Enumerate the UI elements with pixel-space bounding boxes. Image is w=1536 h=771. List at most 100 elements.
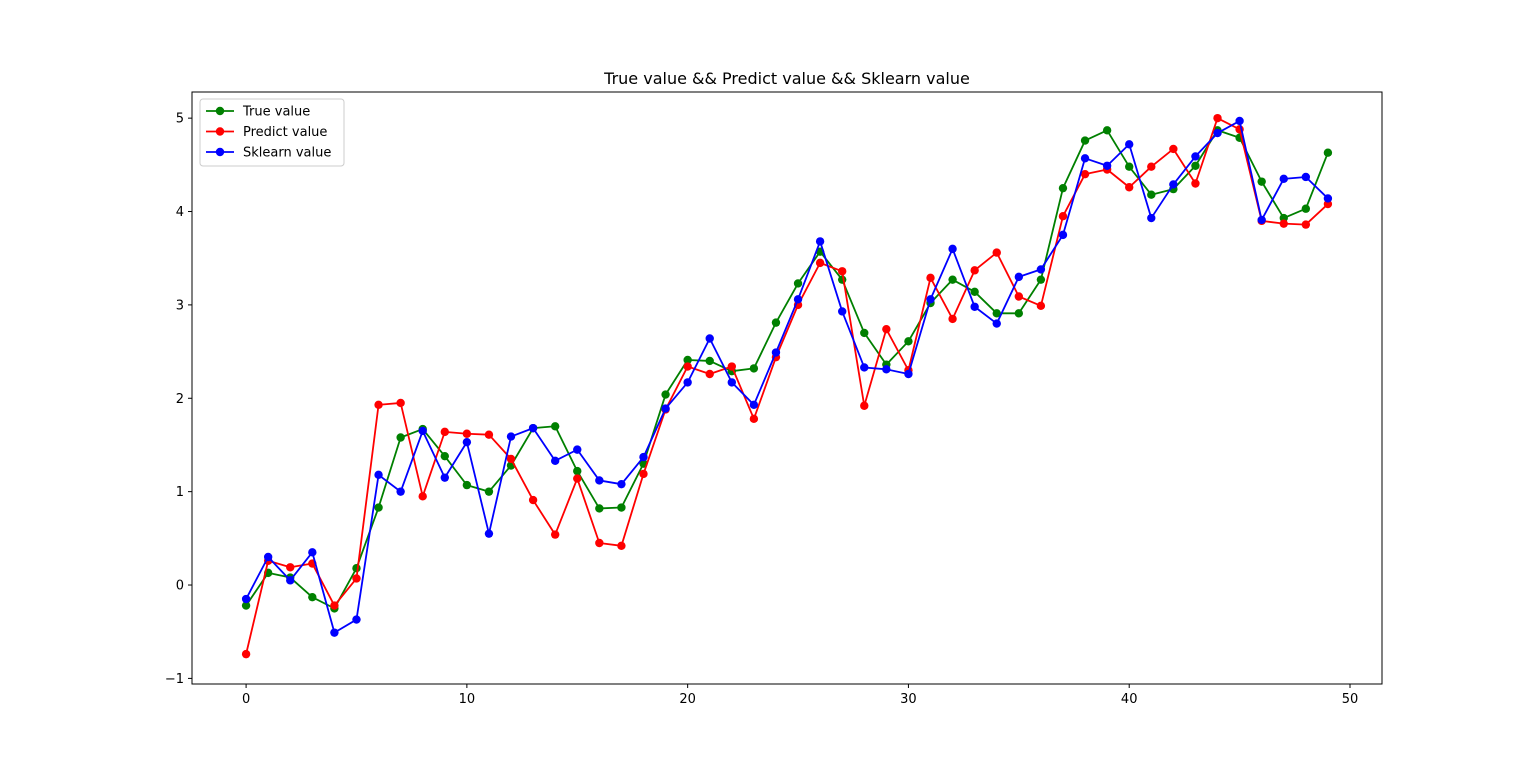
x-tick-label: 0 xyxy=(242,692,250,707)
data-point-true-value xyxy=(904,337,913,346)
legend-label: Predict value xyxy=(243,125,327,140)
legend-item: Sklearn value xyxy=(206,146,331,161)
data-point-predict-value xyxy=(1125,183,1134,192)
data-point-predict-value xyxy=(462,429,472,438)
data-point-true-value xyxy=(1191,161,1200,170)
legend-box xyxy=(199,98,345,167)
data-point-true-value xyxy=(484,487,494,496)
data-point-sklearn-value xyxy=(352,615,361,624)
data-point-predict-value xyxy=(1169,144,1178,154)
data-point-sklearn-value xyxy=(1036,265,1046,274)
data-point-sklearn-value xyxy=(1213,128,1222,138)
data-point-sklearn-value xyxy=(1102,161,1112,170)
data-point-sklearn-value xyxy=(771,348,781,357)
y-tick-label: 3 xyxy=(176,298,184,313)
y-tick-label: −1 xyxy=(165,672,184,687)
data-point-true-value xyxy=(661,390,670,399)
data-point-true-value xyxy=(396,433,405,442)
data-point-predict-value xyxy=(749,414,759,424)
data-point-predict-value xyxy=(617,541,626,551)
data-point-sklearn-value xyxy=(1301,172,1311,182)
data-point-predict-value xyxy=(639,469,648,479)
data-point-predict-value xyxy=(352,574,361,583)
y-tick-label: 1 xyxy=(176,485,184,500)
x-tick-label: 30 xyxy=(900,692,917,707)
y-tick-label: 4 xyxy=(176,205,184,220)
data-point-true-value xyxy=(440,451,449,461)
series-sklearn-value xyxy=(241,116,1333,637)
data-point-predict-value xyxy=(484,430,494,439)
data-point-predict-value xyxy=(595,538,604,548)
data-point-sklearn-value xyxy=(550,456,560,466)
data-point-predict-value xyxy=(727,362,737,371)
series-line-sklearn-value xyxy=(245,120,1329,634)
data-point-sklearn-value xyxy=(528,423,538,433)
data-point-sklearn-value xyxy=(749,400,759,410)
data-point-sklearn-value xyxy=(683,378,692,387)
x-tick-label: 50 xyxy=(1342,692,1359,707)
data-point-sklearn-value xyxy=(617,479,626,489)
series-line-predict-value xyxy=(245,117,1329,655)
data-point-true-value xyxy=(352,564,361,573)
data-point-sklearn-value xyxy=(308,548,317,557)
data-point-predict-value xyxy=(286,563,295,572)
y-tick-label: 0 xyxy=(176,579,184,594)
series-layer xyxy=(241,113,1333,659)
data-point-sklearn-value xyxy=(440,473,449,482)
data-point-true-value xyxy=(860,328,869,338)
data-point-predict-value xyxy=(418,492,427,501)
data-point-sklearn-value xyxy=(705,334,714,343)
data-point-predict-value xyxy=(396,398,405,408)
data-point-sklearn-value xyxy=(727,378,737,387)
data-point-sklearn-value xyxy=(1014,272,1024,282)
data-point-sklearn-value xyxy=(793,295,803,304)
data-point-sklearn-value xyxy=(595,476,604,485)
data-point-predict-value xyxy=(1014,292,1024,301)
data-point-sklearn-value xyxy=(661,404,670,413)
data-point-true-value xyxy=(992,309,1001,318)
data-point-sklearn-value xyxy=(860,363,869,372)
data-point-predict-value xyxy=(1191,179,1200,188)
data-point-true-value xyxy=(550,422,560,431)
chart-legend: True value Predict value Sklearn value xyxy=(199,98,345,167)
data-point-sklearn-value xyxy=(1058,230,1068,240)
data-point-predict-value xyxy=(550,530,560,539)
data-point-sklearn-value xyxy=(639,452,648,462)
data-point-predict-value xyxy=(440,427,449,437)
data-point-true-value xyxy=(595,504,604,513)
legend-marker xyxy=(215,127,225,136)
data-point-true-value xyxy=(241,601,251,610)
data-point-true-value xyxy=(683,355,692,365)
data-point-true-value xyxy=(970,287,979,297)
data-point-predict-value xyxy=(1036,301,1046,311)
data-point-true-value xyxy=(1147,190,1156,199)
data-point-true-value xyxy=(1014,309,1024,318)
data-point-sklearn-value xyxy=(418,426,427,436)
data-point-predict-value xyxy=(1301,220,1311,229)
data-point-true-value xyxy=(1058,183,1068,193)
series-predict-value xyxy=(241,113,1333,659)
data-point-predict-value xyxy=(970,266,979,275)
legend-item: True value xyxy=(206,105,310,120)
data-point-true-value xyxy=(1102,126,1112,135)
data-point-predict-value xyxy=(374,400,383,410)
data-point-sklearn-value xyxy=(882,365,891,374)
chart-title: True value && Predict value && Sklearn v… xyxy=(603,69,970,88)
data-point-sklearn-value xyxy=(396,487,405,496)
data-point-predict-value xyxy=(926,273,935,283)
data-point-true-value xyxy=(771,318,781,327)
x-tick-label: 10 xyxy=(459,692,476,707)
data-point-true-value xyxy=(1323,148,1333,157)
data-point-true-value xyxy=(1301,204,1311,213)
y-tick-label: 5 xyxy=(176,112,184,127)
data-point-predict-value xyxy=(330,601,339,610)
data-point-sklearn-value xyxy=(330,628,339,637)
series-line-true-value xyxy=(245,129,1329,610)
data-point-sklearn-value xyxy=(1235,116,1244,126)
data-point-sklearn-value xyxy=(1257,215,1266,225)
x-tick-label: 40 xyxy=(1121,692,1138,707)
data-point-sklearn-value xyxy=(1191,152,1200,161)
data-point-sklearn-value xyxy=(374,470,383,480)
